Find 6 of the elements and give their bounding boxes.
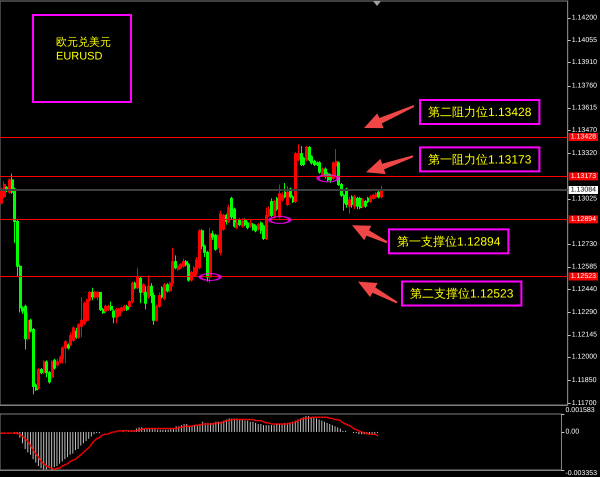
- annotation: 第一支撑位1.12894: [397, 234, 501, 248]
- text: EURUSD: [56, 50, 103, 62]
- text: 欧元兑美元: [56, 36, 111, 48]
- annotation: 第一阻力位1.13173: [428, 152, 532, 166]
- annotation: 第二支撑位1.12523: [410, 286, 514, 301]
- annotation: 第二阻力位1.13428: [428, 105, 532, 120]
